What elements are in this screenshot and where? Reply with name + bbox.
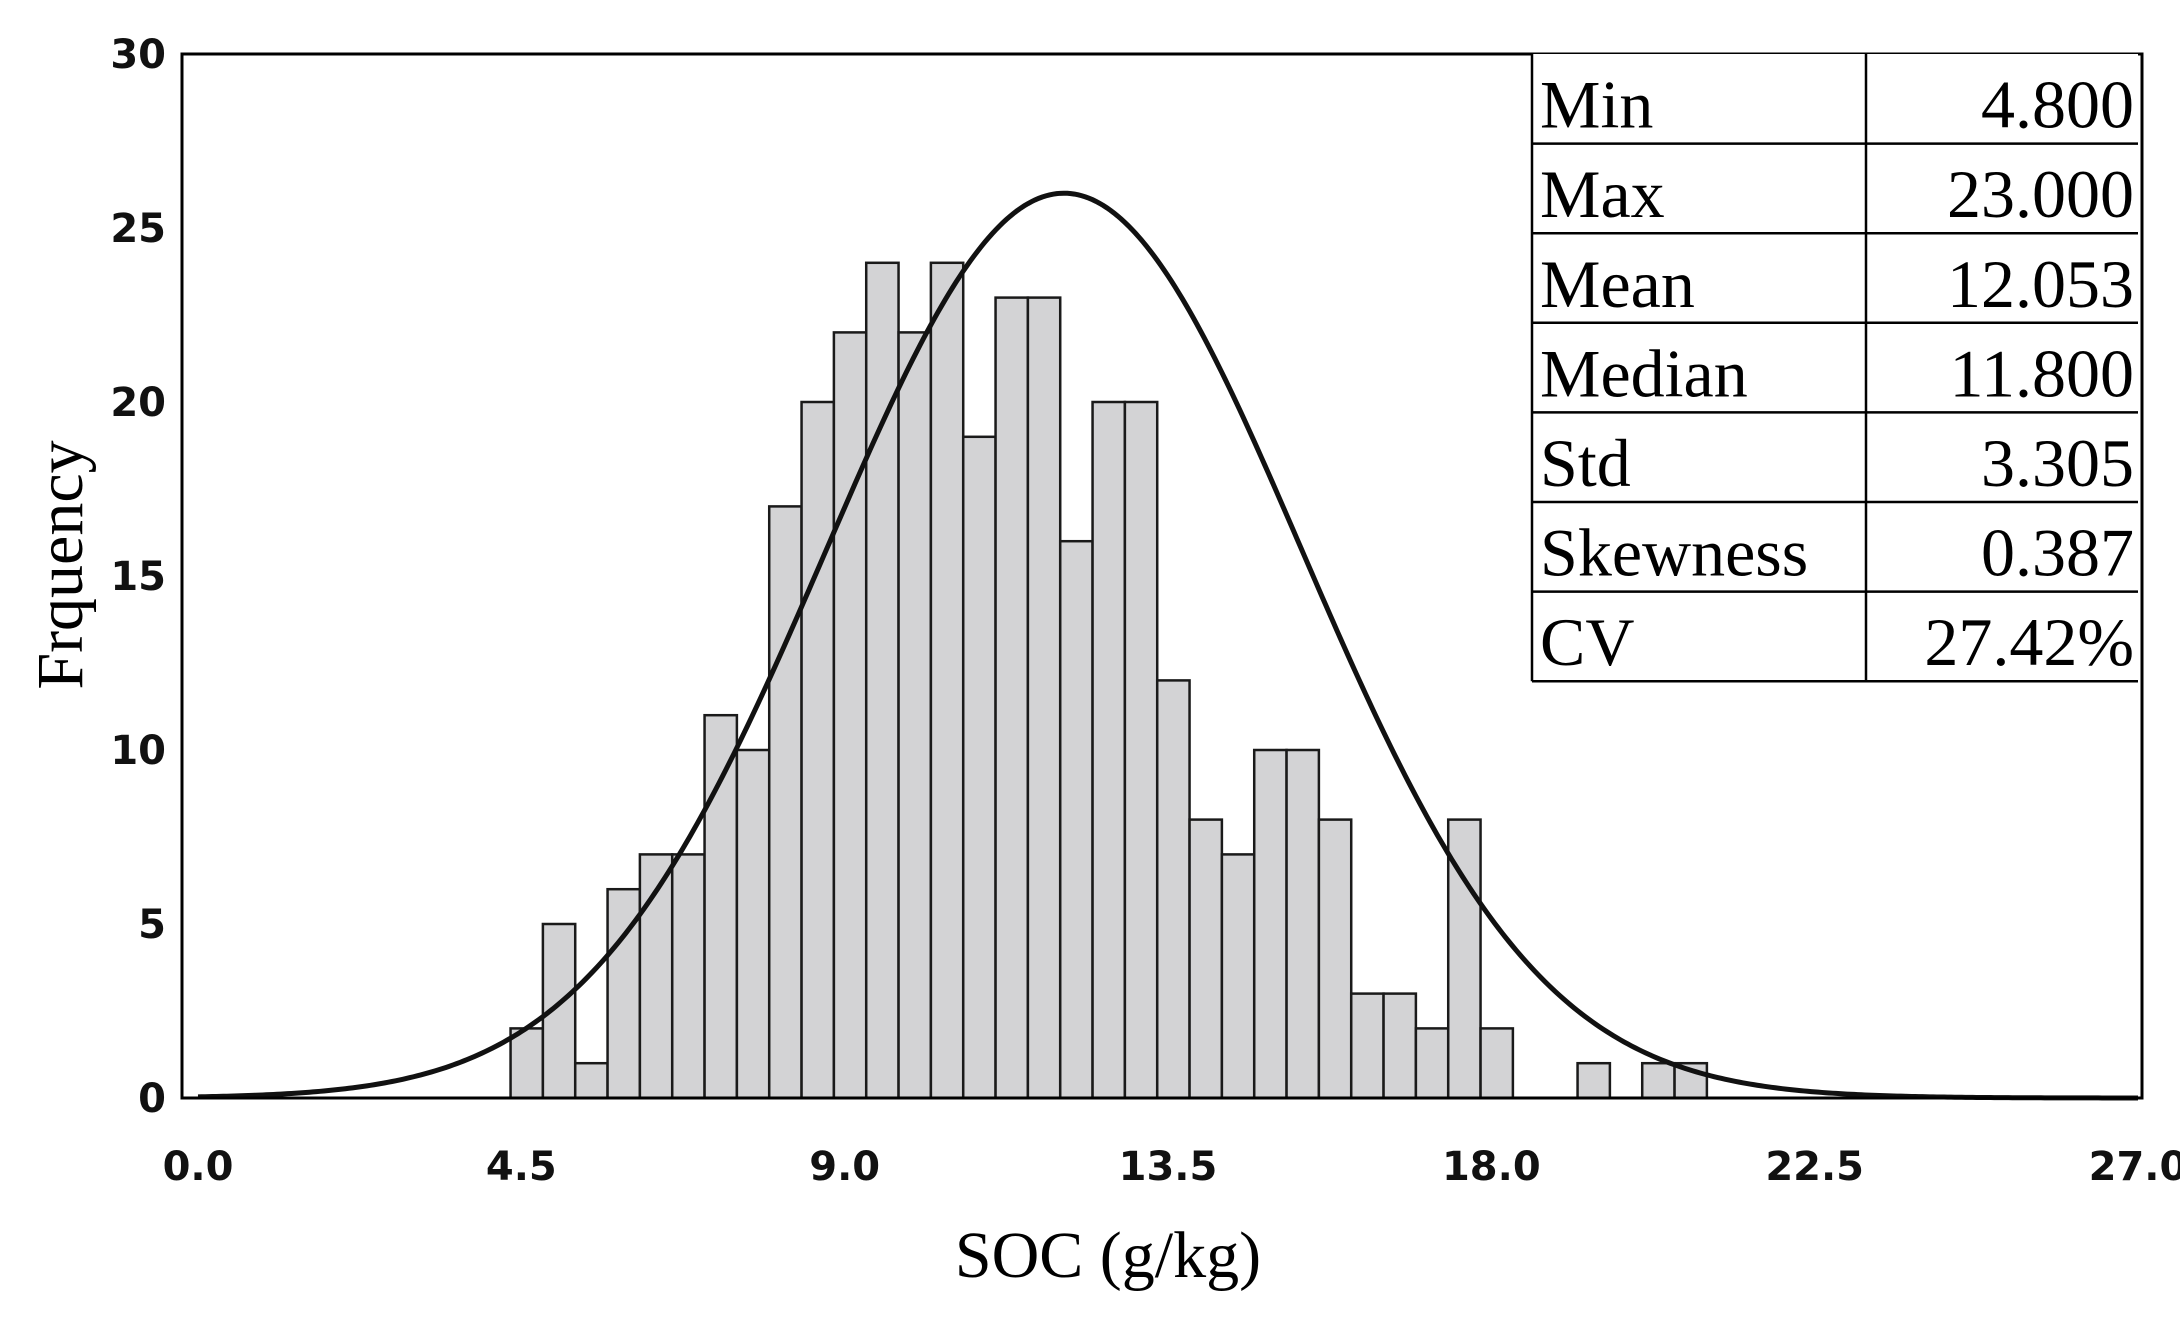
histogram-bar [1640, 1061, 1676, 1100]
stat-label: Min [1540, 67, 1653, 143]
plot-frame [180, 52, 2144, 1100]
stat-label: Std [1540, 425, 1631, 501]
histogram-bar [1188, 818, 1224, 1100]
histogram-bar [929, 261, 965, 1100]
y-tick-label: 10 [110, 728, 166, 774]
histogram-bars [509, 261, 1709, 1100]
histogram-bar [1414, 1027, 1450, 1100]
x-axis-ticks: 0.0 4.5 9.0 13.5 18.0 22.5 27.0 [163, 1144, 2180, 1190]
stat-value: 27.42% [1924, 604, 2134, 680]
y-tick-label: 5 [138, 902, 166, 948]
stat-label: Skewness [1540, 515, 1808, 591]
y-tick-label: 25 [110, 206, 166, 252]
histogram-bar [1220, 853, 1256, 1100]
y-tick-label: 20 [110, 380, 166, 426]
x-tick-label: 18.0 [1442, 1144, 1541, 1190]
stat-value: 11.800 [1950, 335, 2134, 411]
histogram-bar [800, 400, 836, 1100]
stat-label: Median [1540, 335, 1748, 411]
y-axis-ticks: 0 5 10 15 20 25 30 [110, 32, 166, 1122]
y-tick-label: 30 [110, 32, 166, 78]
y-tick-label: 0 [138, 1076, 166, 1122]
histogram-bar [573, 1061, 609, 1100]
stat-label: CV [1540, 604, 1634, 680]
histogram-bar [1576, 1061, 1612, 1100]
histogram-bar [832, 331, 868, 1100]
statistics-table: Min 4.800 Max 23.000 Mean 12.053 Median 11.800 S… [1530, 54, 2138, 683]
histogram-bar [1349, 992, 1385, 1100]
x-tick-label: 9.0 [809, 1144, 880, 1190]
histogram-bar [767, 505, 803, 1100]
table-background [1532, 54, 2138, 682]
stat-value: 12.053 [1947, 246, 2134, 322]
histogram-bar [703, 713, 739, 1100]
x-axis-title: SOC (g/kg) [955, 1219, 1261, 1292]
histogram-bar [1155, 679, 1191, 1100]
histogram-bar [897, 331, 933, 1100]
normal-distribution-curve [197, 190, 2139, 1101]
histogram-bar [1479, 1027, 1515, 1100]
stat-value: 23.000 [1947, 156, 2134, 232]
histogram-bar [1285, 748, 1321, 1100]
histogram-bar [735, 748, 771, 1100]
histogram-bar [670, 853, 706, 1100]
histogram-bar [864, 261, 900, 1100]
stat-label: Mean [1540, 246, 1695, 322]
histogram-bar [961, 435, 997, 1100]
x-tick-label: 13.5 [1119, 1144, 1218, 1190]
histogram-bar [994, 296, 1030, 1100]
histogram-bar [1058, 539, 1094, 1100]
stat-value: 4.800 [1981, 67, 2134, 143]
stat-value: 0.387 [1981, 515, 2134, 591]
x-tick-label: 4.5 [486, 1144, 557, 1190]
x-tick-label: 22.5 [1765, 1144, 1864, 1190]
histogram-bar [509, 1027, 545, 1100]
x-tick-label: 0.0 [163, 1144, 234, 1190]
histogram-bar [1123, 400, 1159, 1100]
histogram-bar [1252, 748, 1288, 1100]
histogram-bar [1091, 400, 1127, 1100]
histogram-bar [1382, 992, 1418, 1100]
y-axis-title: Frquency [24, 440, 97, 689]
histogram-bar [1317, 818, 1353, 1100]
y-tick-label: 15 [110, 554, 166, 600]
x-tick-label: 27.0 [2089, 1144, 2180, 1190]
histogram-bar [1026, 296, 1062, 1100]
stat-value: 3.305 [1981, 425, 2134, 501]
stat-label: Max [1540, 156, 1665, 232]
